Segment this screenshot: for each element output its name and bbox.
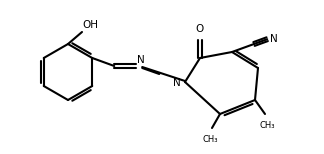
Text: N: N <box>137 55 145 65</box>
Text: CH₃: CH₃ <box>259 121 275 130</box>
Text: N: N <box>173 78 181 88</box>
Text: CH₃: CH₃ <box>202 135 218 144</box>
Text: OH: OH <box>82 20 98 30</box>
Text: O: O <box>196 24 204 34</box>
Text: N: N <box>270 34 278 44</box>
